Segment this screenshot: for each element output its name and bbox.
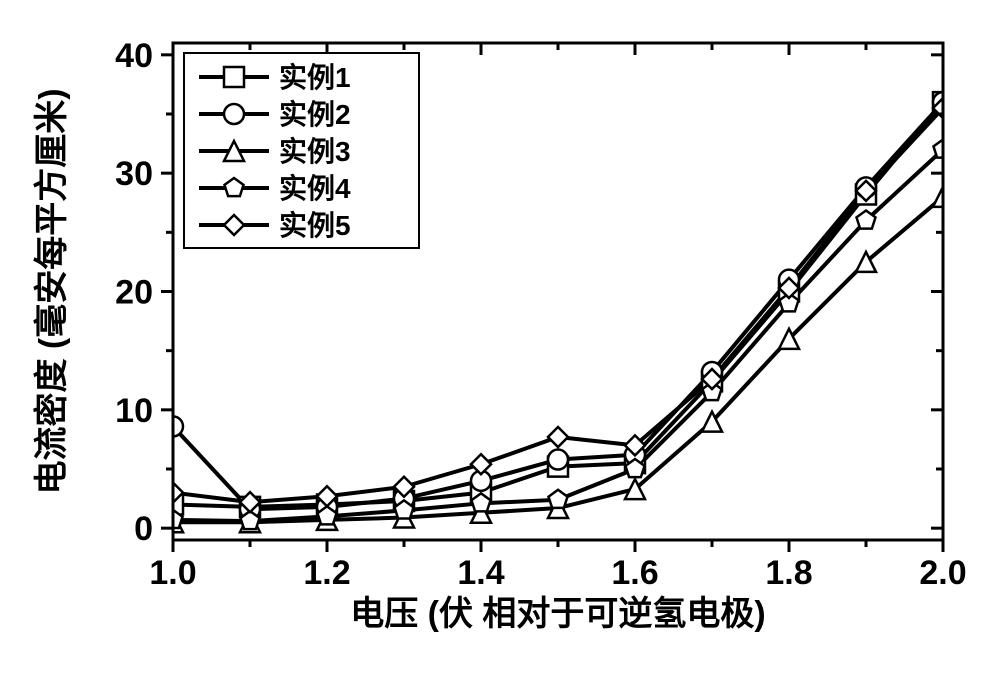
- x-tick-label: 2.0: [919, 554, 966, 592]
- y-tick-label: 20: [115, 274, 153, 312]
- y-tick-label: 40: [115, 37, 153, 75]
- y-axis-label: 电流密度 (毫安每平方厘米): [32, 88, 71, 494]
- y-tick-label: 10: [115, 392, 153, 430]
- x-tick-label: 1.4: [457, 554, 504, 592]
- legend-label: 实例3: [279, 135, 351, 167]
- x-tick-label: 1.2: [303, 554, 350, 592]
- x-tick-label: 1.8: [765, 554, 812, 592]
- chart-container: 1.0 1.2 1.4 1.6 1.8 2.0 0 10 20 30 40 电压 (伏 相对于可逆氢电…: [0, 0, 1000, 669]
- y-tick-label: 0: [134, 510, 153, 548]
- x-tick-label: 1.6: [611, 554, 658, 592]
- y-tick-label: 30: [115, 155, 153, 193]
- legend-label: 实例4: [279, 172, 351, 204]
- legend-label: 实例1: [279, 61, 351, 93]
- series-marker: [224, 67, 244, 87]
- chart-svg: 1.0 1.2 1.4 1.6 1.8 2.0 0 10 20 30 40 电压 (伏 相对于可逆氢电…: [0, 0, 1000, 669]
- legend-label: 实例5: [279, 209, 351, 241]
- series-marker: [224, 104, 244, 124]
- series-marker: [548, 450, 568, 470]
- x-axis-label: 电压 (伏 相对于可逆氢电极): [350, 595, 766, 633]
- legend-label: 实例2: [279, 98, 351, 130]
- x-tick-label: 1.0: [149, 554, 196, 592]
